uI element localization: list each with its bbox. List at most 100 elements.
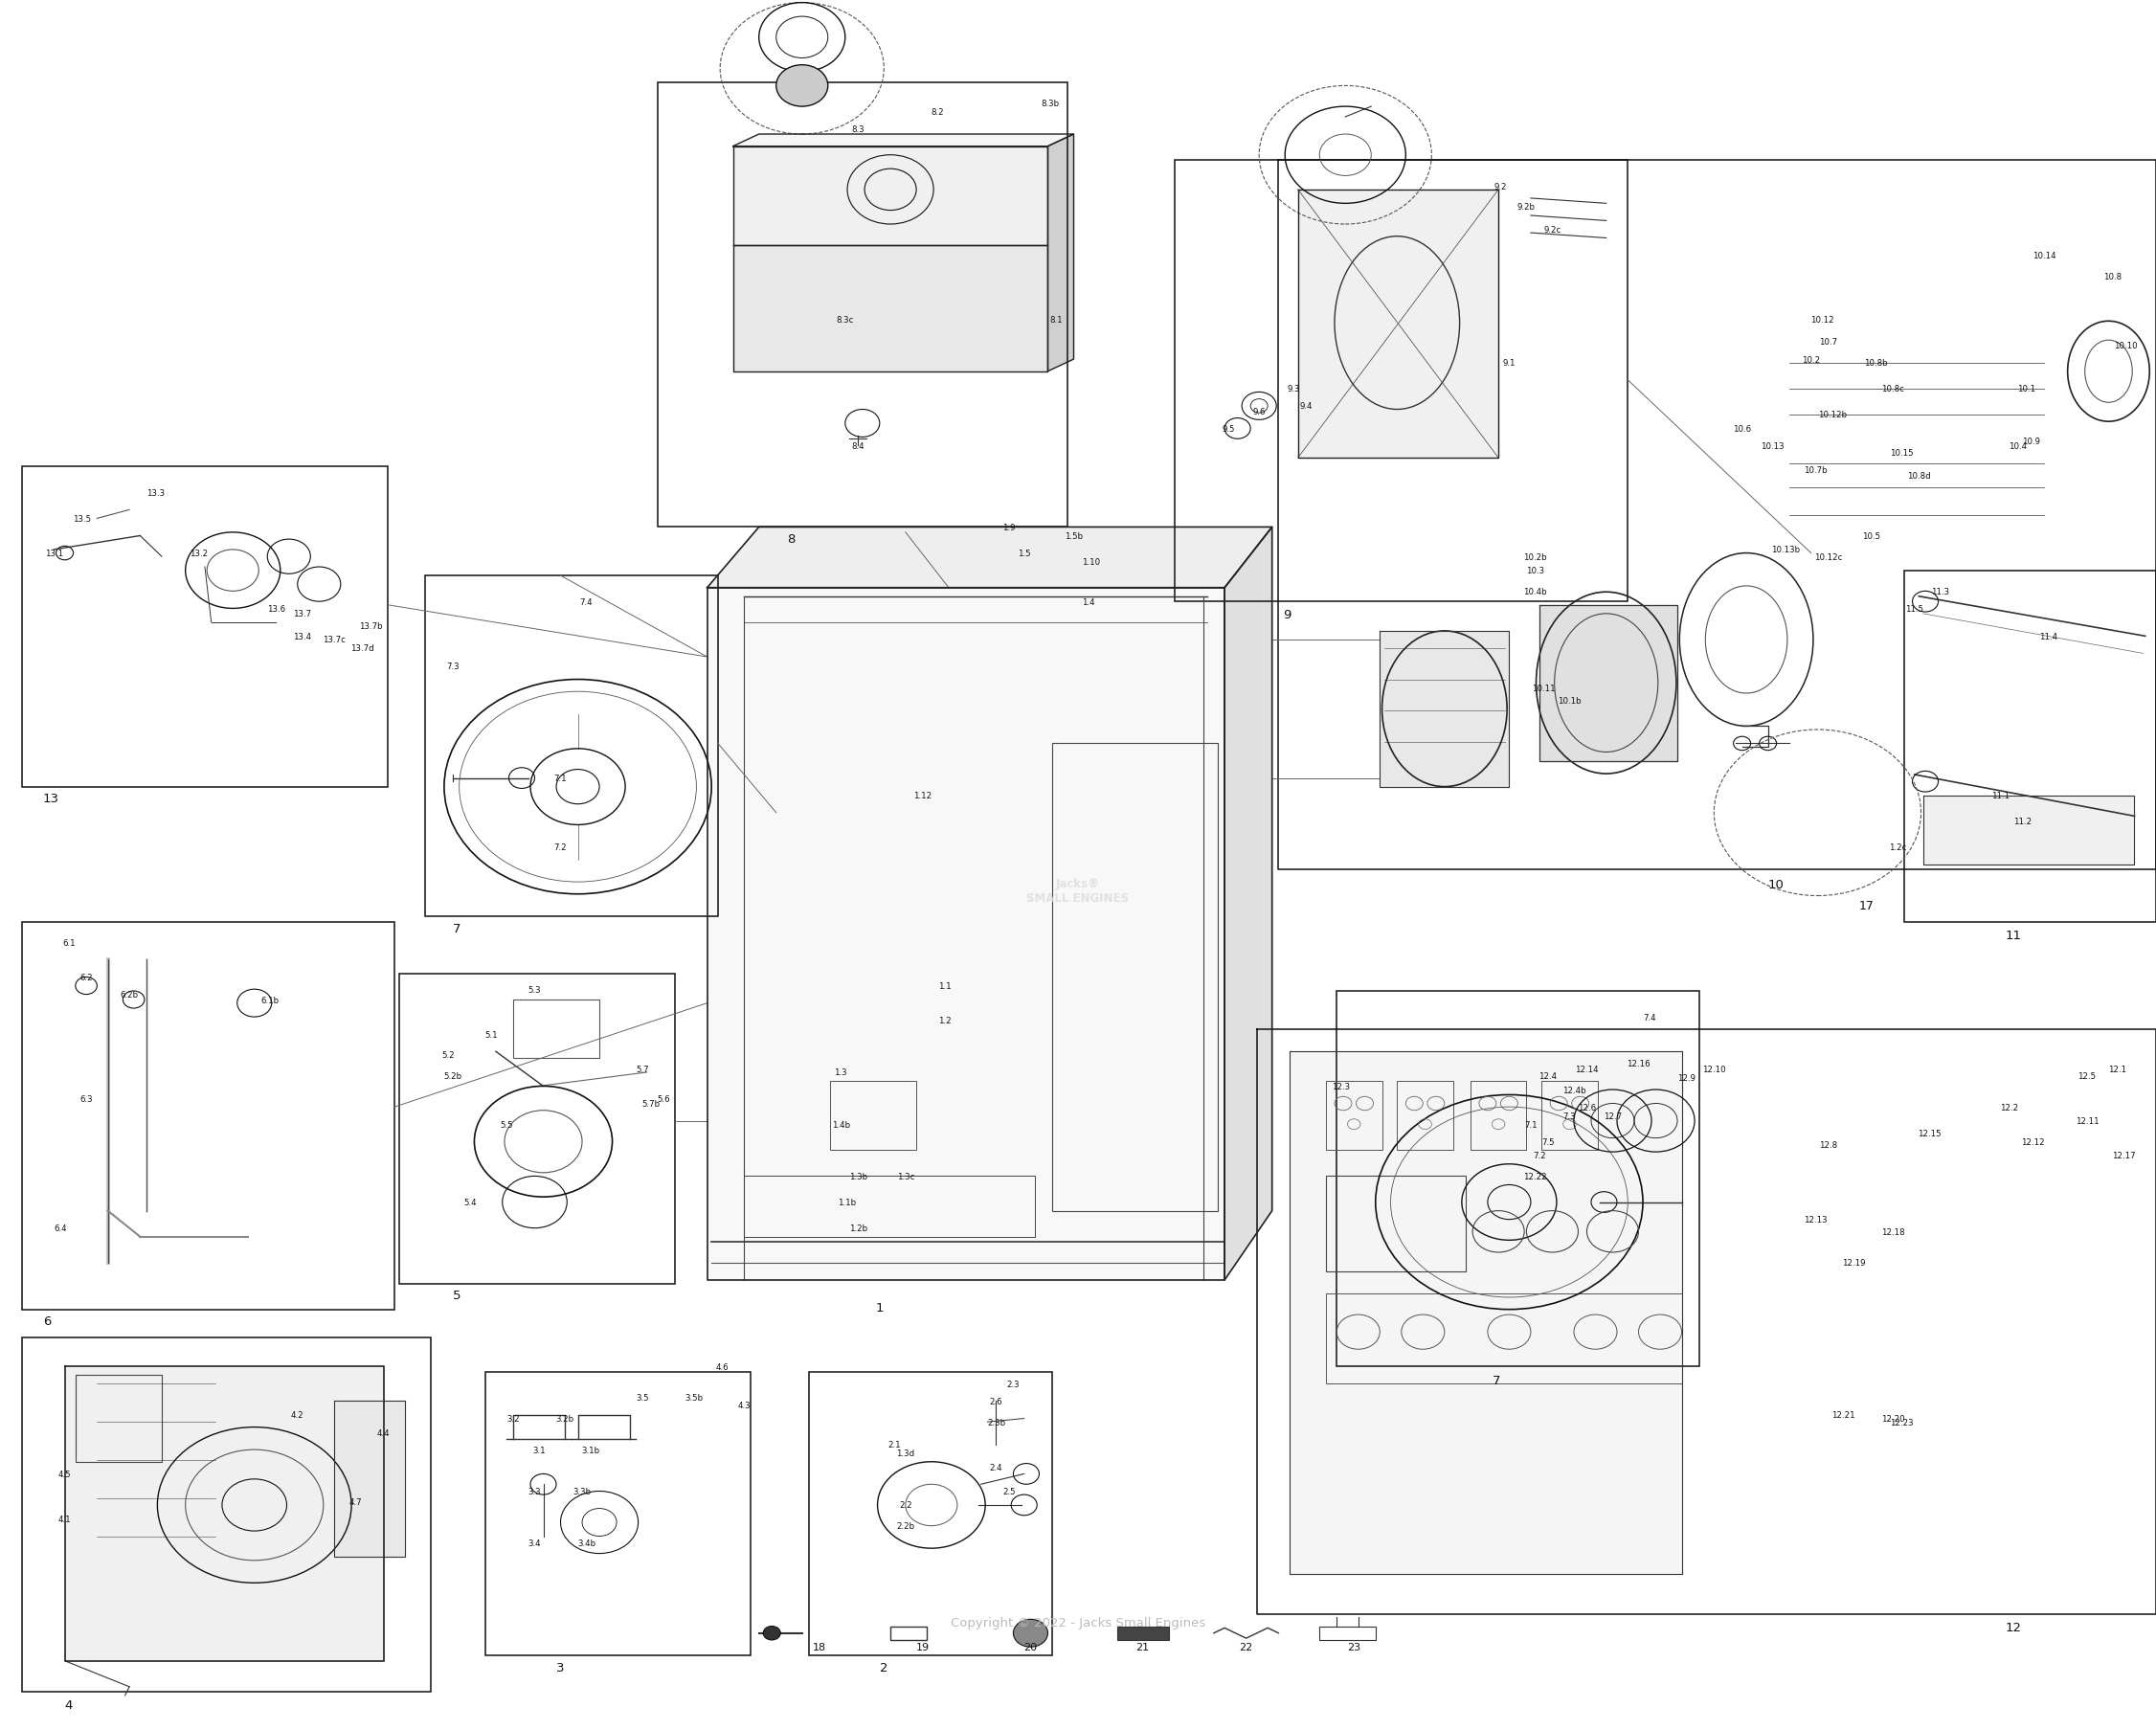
Text: 10.12c: 10.12c bbox=[1813, 554, 1843, 561]
Polygon shape bbox=[1048, 135, 1074, 372]
Polygon shape bbox=[707, 528, 1272, 588]
Text: 1.5b: 1.5b bbox=[1065, 533, 1082, 540]
Text: 10.10: 10.10 bbox=[2115, 343, 2137, 349]
Bar bbox=[22, 467, 388, 787]
Text: 12.13: 12.13 bbox=[1805, 1216, 1826, 1223]
Text: 10.1b: 10.1b bbox=[1559, 697, 1580, 704]
Text: 12.5: 12.5 bbox=[2078, 1073, 2096, 1080]
Text: 13.7: 13.7 bbox=[293, 611, 310, 618]
Text: 5.7b: 5.7b bbox=[642, 1100, 660, 1107]
Text: 1.3d: 1.3d bbox=[897, 1450, 914, 1457]
Text: 13.7b: 13.7b bbox=[360, 623, 382, 630]
Bar bbox=[513, 1000, 599, 1059]
Text: 1.3: 1.3 bbox=[834, 1069, 847, 1076]
Text: 3.5b: 3.5b bbox=[686, 1394, 703, 1401]
Text: 3.5: 3.5 bbox=[636, 1394, 649, 1401]
Bar bbox=[1326, 1176, 1466, 1272]
Text: 12.4b: 12.4b bbox=[1563, 1086, 1585, 1093]
Text: 7.1: 7.1 bbox=[1524, 1121, 1537, 1128]
Text: 6.1: 6.1 bbox=[63, 939, 75, 946]
Text: 7.4: 7.4 bbox=[1643, 1014, 1656, 1021]
Text: 13.6: 13.6 bbox=[267, 605, 285, 612]
Text: 4.5: 4.5 bbox=[58, 1470, 71, 1477]
Bar bbox=[1397, 1081, 1453, 1150]
Text: 12.17: 12.17 bbox=[2113, 1152, 2134, 1159]
Text: 12.11: 12.11 bbox=[2076, 1118, 2098, 1125]
Text: 12.21: 12.21 bbox=[1833, 1412, 1854, 1419]
Text: 9.2c: 9.2c bbox=[1544, 227, 1561, 234]
Bar bbox=[1326, 1081, 1382, 1150]
Text: 10.6: 10.6 bbox=[1733, 426, 1751, 432]
Bar bbox=[1052, 744, 1218, 1211]
Text: 4.3: 4.3 bbox=[737, 1401, 750, 1408]
Text: 12.12: 12.12 bbox=[2022, 1138, 2044, 1145]
Text: 8.3b: 8.3b bbox=[1041, 100, 1059, 107]
Text: 12.1: 12.1 bbox=[2109, 1066, 2126, 1073]
Text: 11.1: 11.1 bbox=[1992, 792, 2009, 799]
Bar bbox=[808, 1372, 1052, 1656]
Text: 12.10: 12.10 bbox=[1703, 1066, 1725, 1073]
Text: 4.2: 4.2 bbox=[291, 1412, 304, 1419]
Text: 6: 6 bbox=[43, 1315, 52, 1327]
Text: 10.3: 10.3 bbox=[1526, 567, 1544, 574]
Text: 3.1: 3.1 bbox=[533, 1446, 545, 1453]
Text: 10.2: 10.2 bbox=[1802, 356, 1820, 363]
Polygon shape bbox=[733, 246, 1048, 372]
Text: 10.8c: 10.8c bbox=[1882, 386, 1904, 393]
Text: 6.2b: 6.2b bbox=[121, 991, 138, 998]
Text: 10.12b: 10.12b bbox=[1818, 412, 1848, 419]
Bar bbox=[1904, 571, 2156, 922]
Text: 1.3c: 1.3c bbox=[897, 1173, 914, 1180]
Text: 1.5: 1.5 bbox=[1018, 550, 1031, 557]
Text: 10.11: 10.11 bbox=[1533, 685, 1554, 692]
Text: 10.4: 10.4 bbox=[2009, 443, 2027, 450]
Text: 12.6: 12.6 bbox=[1578, 1104, 1595, 1111]
Bar bbox=[75, 1375, 162, 1462]
Text: 13.7c: 13.7c bbox=[323, 637, 345, 644]
Text: 2: 2 bbox=[880, 1661, 888, 1673]
Text: 1.4b: 1.4b bbox=[832, 1121, 849, 1128]
Bar bbox=[830, 1081, 916, 1150]
Text: 7.4: 7.4 bbox=[580, 599, 593, 605]
Text: 2.5: 2.5 bbox=[1003, 1488, 1015, 1495]
Text: 5.2b: 5.2b bbox=[444, 1073, 461, 1080]
Polygon shape bbox=[1539, 605, 1677, 761]
Bar bbox=[485, 1372, 750, 1656]
Text: 5: 5 bbox=[453, 1289, 461, 1301]
Text: 2.1: 2.1 bbox=[888, 1441, 901, 1448]
Text: 2.2: 2.2 bbox=[899, 1502, 912, 1509]
Bar bbox=[744, 1176, 1035, 1237]
Text: 10.8d: 10.8d bbox=[1908, 472, 1930, 479]
Text: 13.4: 13.4 bbox=[293, 633, 310, 640]
Text: 12.15: 12.15 bbox=[1919, 1130, 1940, 1137]
Text: 6.1b: 6.1b bbox=[261, 996, 278, 1003]
Text: 2.2b: 2.2b bbox=[897, 1522, 914, 1529]
Polygon shape bbox=[733, 135, 1074, 147]
Text: 10.15: 10.15 bbox=[1891, 450, 1912, 457]
Text: 12.4: 12.4 bbox=[1539, 1073, 1557, 1080]
Text: 6.3: 6.3 bbox=[80, 1095, 93, 1102]
Text: 12.19: 12.19 bbox=[1843, 1259, 1865, 1266]
Text: 12.2: 12.2 bbox=[2001, 1104, 2018, 1111]
Text: 13: 13 bbox=[43, 792, 60, 804]
Bar bbox=[1319, 1626, 1376, 1640]
Text: 5.4: 5.4 bbox=[464, 1199, 476, 1206]
Text: 1.1b: 1.1b bbox=[839, 1199, 856, 1206]
Text: 8.2: 8.2 bbox=[931, 109, 944, 116]
Text: 22: 22 bbox=[1240, 1642, 1253, 1652]
Bar bbox=[1337, 991, 1699, 1367]
Text: 10.12: 10.12 bbox=[1811, 317, 1833, 324]
Text: 20: 20 bbox=[1024, 1642, 1037, 1652]
Polygon shape bbox=[1923, 796, 2134, 865]
Text: Jacks®
SMALL ENGINES: Jacks® SMALL ENGINES bbox=[1026, 877, 1130, 905]
Text: 5.2: 5.2 bbox=[442, 1052, 455, 1059]
Polygon shape bbox=[1289, 1052, 1682, 1574]
Text: 12.18: 12.18 bbox=[1882, 1228, 1904, 1235]
Text: 10.9: 10.9 bbox=[2022, 438, 2040, 445]
Text: 11.5: 11.5 bbox=[1906, 605, 1923, 612]
Text: 13.2: 13.2 bbox=[190, 550, 207, 557]
Text: 12.16: 12.16 bbox=[1628, 1060, 1649, 1067]
Text: 13.1: 13.1 bbox=[45, 550, 63, 557]
Text: 12.7: 12.7 bbox=[1604, 1112, 1621, 1119]
Text: 3.3: 3.3 bbox=[528, 1488, 541, 1495]
